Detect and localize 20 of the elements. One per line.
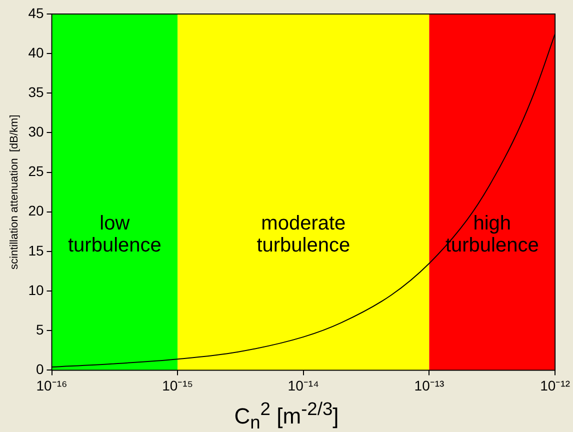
x-tick-label: 10⁻¹⁶ (36, 377, 68, 394)
y-tick-label: 15 (28, 242, 44, 258)
x-tick-label: 10⁻¹³ (414, 377, 445, 394)
y-tick-label: 40 (28, 44, 44, 60)
y-axis-title: scintillation attenuation [dB/km] (8, 114, 21, 270)
x-tick-label: 10⁻¹⁵ (162, 377, 194, 394)
y-tick-label: 25 (28, 163, 44, 180)
band-label: high turbulence (445, 212, 539, 256)
x-axis-title: C$_{n}$$^{2}$ [m$^{-2/3}$] (233, 398, 340, 432)
y-tick-label: 0 (36, 361, 44, 378)
y-tick-label: 5 (36, 321, 44, 338)
band-label: moderate turbulence (256, 212, 350, 256)
y-tick-label: 10 (28, 282, 44, 298)
y-tick-label: 20 (28, 202, 44, 219)
x-tick-label: 10⁻¹⁴ (288, 377, 320, 394)
x-tick-label: 10⁻¹² (540, 377, 570, 394)
y-tick-label: 35 (28, 84, 44, 100)
band-label: low turbulence (68, 212, 162, 256)
y-tick-label: 45 (28, 4, 44, 21)
y-tick-label: 30 (28, 124, 44, 140)
